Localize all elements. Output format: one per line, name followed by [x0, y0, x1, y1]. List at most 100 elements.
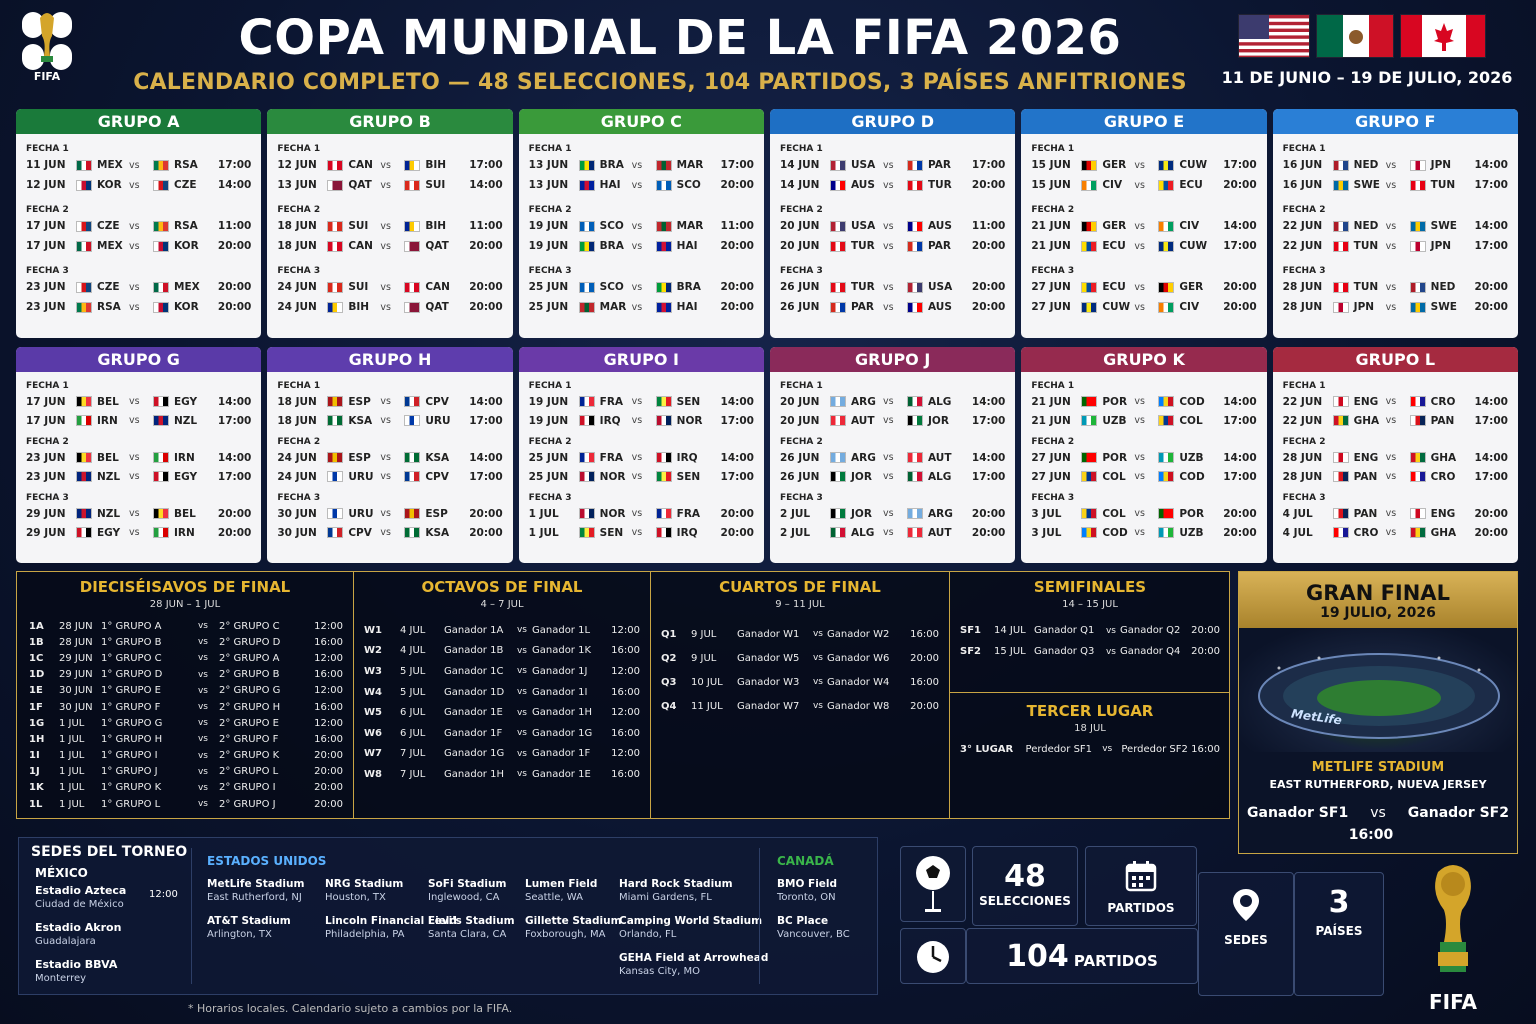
quarter-finals: CUARTOS DE FINAL 9 – 11 JUL Q1 9 JUL Ganad… [651, 572, 949, 818]
round-of-32: DIECISÉISAVOS DE FINAL 28 JUN – 1 JUL 1A… [17, 572, 353, 818]
away-team: AUS [927, 301, 952, 313]
usa-flag-icon [1238, 14, 1310, 58]
away-team: GHA [1430, 526, 1457, 539]
venue-name: Lincoln Financial Field [325, 915, 457, 927]
venue-item: Estadio Akron Guadalajara [35, 921, 121, 947]
home-team: ENG [1353, 395, 1379, 408]
home-team: TUR [850, 281, 875, 293]
match-time: 20:00 [971, 179, 1006, 191]
match-date: 19 JUN [528, 220, 569, 232]
match-row: 20 JUN AUT vs JOR 17:00 [780, 411, 1005, 430]
flag-icon [153, 281, 169, 293]
flag-icon [906, 396, 923, 407]
flag-icon [76, 301, 92, 313]
venue-city: East Rutherford, NJ [207, 892, 302, 903]
flag-icon [829, 452, 846, 463]
vs-label: vs [882, 415, 894, 426]
match-time: 20:00 [720, 526, 754, 539]
match-time: 20:00 [1474, 281, 1508, 293]
away-team: GER [1179, 281, 1204, 293]
vs-label: vs [380, 159, 391, 171]
matchday-label: FECHA 3 [277, 493, 321, 503]
match-date: 25 JUN [528, 451, 569, 464]
vs-label: vs [380, 240, 391, 252]
away-team: ARG [927, 507, 953, 520]
home-team: USA [850, 220, 876, 232]
home-team: BIH [348, 301, 370, 313]
match-time: 17:00 [217, 414, 252, 427]
home-team: ARG [850, 395, 876, 408]
flag-icon [655, 240, 672, 252]
vs-label: vs [380, 179, 391, 191]
match-code: 1H [29, 733, 45, 745]
match-row: 13 JUN QAT vs SUI 14:00 [277, 175, 502, 195]
match-row: 18 JUN KSA vs URU 17:00 [277, 411, 502, 430]
match-date: 24 JUN [277, 470, 317, 483]
away-team: PAR [927, 159, 951, 171]
group-card: GRUPO C FECHA 1 13 JUN BRA vs MAR 17:00 13 JUN H… [518, 109, 764, 338]
match-row: 16 JUN SWE vs TUN 17:00 [1283, 175, 1508, 195]
flag-icon [1409, 471, 1426, 482]
away-team: TUN [1430, 179, 1456, 191]
match-date: 18 JUN [277, 240, 317, 252]
match-date: 21 JUN [1031, 220, 1071, 232]
home-team: JOR [850, 507, 872, 520]
match-date: 30 JUN [277, 526, 317, 539]
knockout-match-row: W2 4 JUL Ganador 1B vs Ganador 1K 16:00 [364, 641, 640, 662]
home-team: FRA [599, 451, 624, 464]
match-time: 20:00 [910, 652, 939, 664]
vs-label: vs [516, 728, 527, 739]
home-slot: Ganador 1B [444, 645, 504, 657]
home-team: BEL [97, 395, 119, 408]
match-date: 27 JUN [1031, 451, 1071, 464]
flag-icon [404, 179, 421, 191]
venue-city: Orlando, FL [619, 929, 677, 940]
canada-title: CANADÁ [777, 854, 834, 868]
match-time: 17:00 [971, 414, 1006, 427]
match-time: 17:00 [469, 159, 503, 171]
flag-icon [1332, 508, 1349, 519]
away-slot: 2° GRUPO D [219, 636, 281, 648]
match-code: W1 [364, 624, 382, 636]
away-team: CPV [425, 395, 449, 408]
home-team: JOR [850, 470, 872, 483]
away-team: JPN [1430, 159, 1452, 171]
flag-icon [327, 281, 344, 293]
match-code: Q4 [661, 700, 677, 712]
match-time: 20:00 [720, 179, 754, 191]
venue-item: AT&T Stadium Arlington, TX [207, 915, 291, 940]
matchday-label: FECHA 1 [1282, 144, 1326, 154]
vs-label: vs [882, 159, 894, 171]
match-row: 11 JUN MEX vs RSA 17:00 [26, 155, 251, 175]
match-time: 20:00 [720, 301, 754, 313]
venue-item: Estadio BBVA Monterrey [35, 958, 117, 984]
away-team: PAN [1430, 414, 1455, 427]
home-team: SCO [599, 220, 624, 232]
match-time: 14:00 [217, 451, 252, 464]
matchday-label: FECHA 2 [779, 205, 823, 215]
match-row: 30 JUN URU vs ESP 20:00 [277, 504, 502, 523]
flag-icon [76, 508, 92, 519]
group-title: GRUPO L [1272, 347, 1518, 372]
away-team: SCO [676, 179, 701, 191]
match-time: 16:00 [910, 676, 939, 688]
match-date: 25 JUN [528, 301, 569, 313]
match-time: 11:00 [971, 220, 1006, 232]
tournament-dates: 11 DE JUNIO – 19 DE JULIO, 2026 [1221, 68, 1513, 87]
flag-icon [1081, 301, 1098, 313]
flag-icon [327, 240, 344, 252]
home-team: COL [1102, 470, 1126, 483]
group-title: GRUPO G [16, 347, 262, 372]
vs-label: vs [882, 508, 894, 519]
knockout-match-row: W7 7 JUL Ganador 1G vs Ganador 1F 12:00 [364, 744, 640, 765]
match-code: Q3 [661, 676, 677, 688]
match-date: 4 JUL [1282, 526, 1313, 539]
match-date: 22 JUN [1282, 414, 1323, 427]
match-time: 17:00 [720, 470, 754, 483]
venues-title: SEDES DEL TORNEO [31, 844, 188, 860]
venue-city: Monterrey [35, 973, 87, 984]
match-code: 1G [29, 717, 45, 729]
match-date: 1 JUL [528, 507, 559, 520]
home-team: URU [348, 470, 374, 483]
flag-icon [327, 301, 344, 313]
